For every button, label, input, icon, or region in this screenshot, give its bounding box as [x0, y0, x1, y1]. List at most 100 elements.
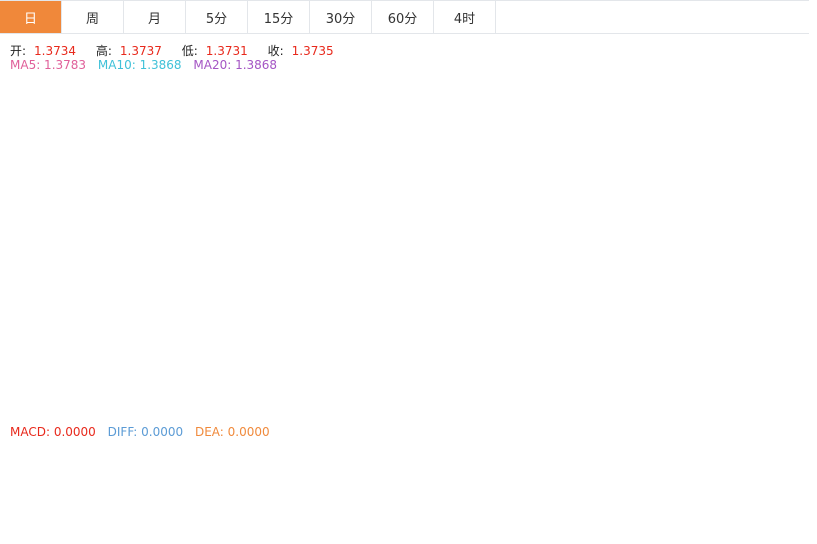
tab-月[interactable]: 月 [124, 1, 186, 33]
price-tick-label: 1.4070 [754, 254, 793, 267]
candle-down [493, 352, 501, 367]
ma-legend: MA5: 1.3783 MA10: 1.3868 MA20: 1.3868 [10, 58, 285, 72]
macd-bar-positive [578, 489, 586, 509]
macd-tick-label: 0.0106 [754, 447, 793, 460]
macd-bar-negative [503, 509, 511, 525]
macd-bar-positive [247, 474, 255, 509]
macd-bar-positive [182, 504, 190, 509]
candle-down [311, 188, 319, 193]
candle-up [86, 117, 94, 147]
macd-bar-positive [343, 499, 351, 509]
candle-up [685, 389, 693, 397]
macd-bar-negative [11, 509, 19, 515]
price-tick-label: 1.4461 [754, 103, 793, 116]
macd-bar-negative [461, 509, 469, 521]
macd-bar-positive [279, 479, 287, 509]
macd-bar-positive [632, 485, 640, 509]
low-label: 低: [181, 44, 198, 58]
candle-up [578, 298, 586, 331]
macd-bar-negative [75, 509, 83, 515]
price-tick-label: 1.4558 [754, 66, 793, 79]
macd-bar-negative [118, 509, 126, 513]
macd-bar-negative [33, 509, 41, 517]
ma20-line [4, 121, 701, 348]
tab-周[interactable]: 周 [62, 1, 124, 33]
tab-日[interactable]: 日 [0, 1, 62, 33]
macd-bar-positive [300, 464, 308, 509]
candle-down [471, 342, 479, 355]
ohlc-legend: 开: 1.3734 高: 1.3737 低: 1.3731 收: 1.3735 [10, 42, 350, 59]
candle-up [11, 119, 19, 160]
tab-15分[interactable]: 15分 [248, 1, 310, 33]
candle-down [129, 119, 137, 150]
period-tabs: 日周月 5分 15分 30分 60分 4时 [0, 0, 809, 34]
candle-up [236, 164, 244, 172]
macd-bar-positive [610, 482, 618, 509]
macd-bar-negative [471, 509, 479, 525]
ma5-value: MA5: 1.3783 [10, 58, 87, 72]
candle-up [33, 102, 41, 118]
candle-up [503, 344, 511, 369]
open-value: 1.3734 [34, 44, 77, 58]
candle-down [675, 345, 683, 392]
macd-bar-positive [653, 496, 661, 509]
macd-bar-negative [493, 509, 501, 528]
macd-bar-negative [22, 509, 30, 514]
price-tick-label: 1.3776 [754, 368, 793, 381]
candle-down [268, 170, 276, 198]
macd-bar-positive [568, 495, 576, 509]
diff-value: DIFF: 0.0000 [107, 425, 184, 439]
candle-up [289, 202, 297, 252]
candle-up [22, 109, 30, 123]
candle-down [193, 154, 201, 166]
candle-up [375, 304, 383, 338]
candle-down [589, 298, 597, 314]
macd-bar-positive [589, 488, 597, 509]
macd-bar-positive [225, 485, 233, 509]
price-tick-label: 1.4265 [754, 179, 793, 192]
price-tick-label: 1.3972 [754, 292, 793, 305]
ma5-line [4, 121, 701, 372]
candle-down [536, 356, 543, 376]
candle-up [664, 342, 672, 347]
current-price-badge [748, 380, 809, 399]
macd-bar-negative [536, 509, 543, 521]
macd-bar-negative [429, 509, 436, 517]
macd-bar-negative [43, 509, 51, 527]
candle-down [108, 119, 115, 147]
macd-bar-positive [664, 501, 672, 509]
candle-down [643, 307, 650, 322]
candle-up [75, 142, 83, 177]
candle-down [257, 141, 265, 172]
macd-bar-negative [86, 509, 94, 511]
dea-value: DEA: 0.0000 [194, 425, 270, 439]
macd-bar-negative [161, 509, 169, 511]
macd-bar-negative [150, 509, 158, 516]
candle-up [439, 332, 447, 362]
candle-down [43, 104, 51, 140]
open-label: 开: [10, 44, 27, 58]
candle-up [418, 347, 426, 351]
tab-4时[interactable]: 4时 [434, 1, 496, 33]
candle-up [161, 161, 169, 177]
ma10-value: MA10: 1.3868 [97, 58, 182, 72]
candle-up [182, 152, 190, 164]
macd-bar-positive [204, 499, 212, 509]
candle-up [568, 311, 576, 320]
candle-up [300, 200, 308, 203]
dea-line [4, 450, 700, 510]
tab-30分[interactable]: 30分 [310, 1, 372, 33]
tab-60分[interactable]: 60分 [372, 1, 434, 33]
candle-down [450, 333, 458, 346]
macd-bar-negative [546, 509, 554, 511]
candle-up [525, 355, 533, 371]
candle-down [429, 350, 436, 362]
candle-up [600, 294, 608, 314]
macd-bar-negative [97, 509, 105, 511]
candle-up [546, 350, 554, 376]
macd-tick-label: 0.0035 [754, 484, 793, 497]
candle-up [621, 300, 629, 304]
tab-5分[interactable]: 5分 [186, 1, 248, 33]
candle-up [557, 317, 565, 352]
